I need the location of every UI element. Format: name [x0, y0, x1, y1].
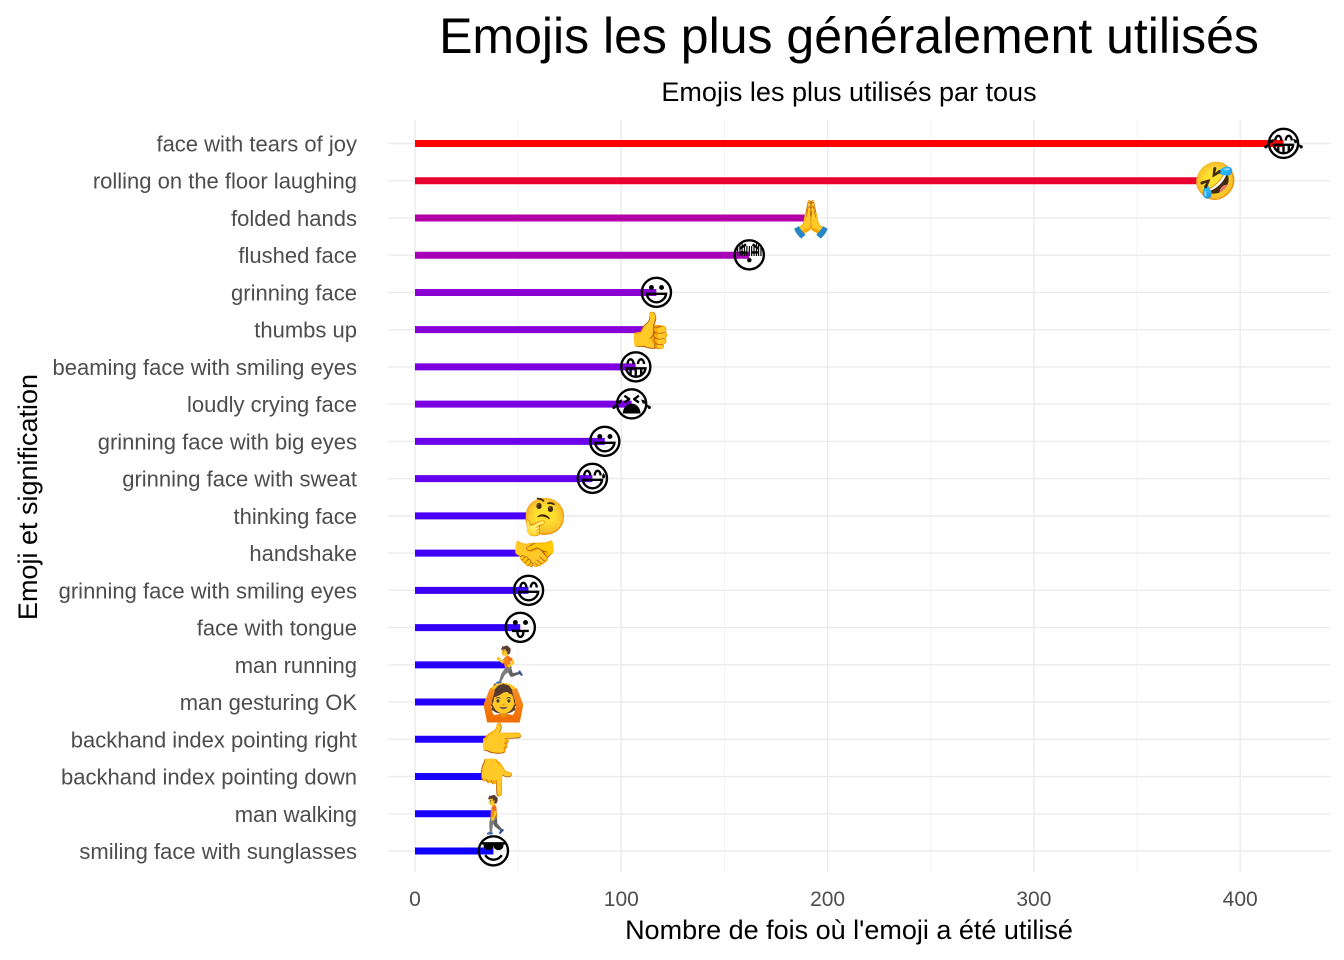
- emoji-marker-beaming-face-with-smiling-eyes: 😁: [617, 347, 655, 388]
- emoji-marker-man-gesturing-ok: 🙆: [481, 682, 526, 723]
- bars: [415, 140, 1284, 855]
- y-tick-label: beaming face with smiling eyes: [53, 355, 357, 380]
- emoji-marker-man-running: 🏃: [485, 645, 530, 686]
- chart-title: Emojis les plus généralement utilisés: [439, 8, 1259, 64]
- emoji-marker-grinning-face-with-big-eyes: 😃: [586, 421, 624, 462]
- emoji-marker-grinning-face-with-smiling-eyes: 😄: [510, 570, 548, 611]
- y-tick-label: backhand index pointing right: [71, 727, 357, 752]
- y-tick-label: man gesturing OK: [180, 690, 358, 715]
- x-tick-label: 200: [810, 888, 845, 911]
- x-tick-labels: 0 100 200 300 400: [409, 888, 1258, 911]
- emoji-marker-thumbs-up: 👍: [628, 310, 673, 351]
- emoji-marker-rolling-on-the-floor-laughing: 🤣: [1191, 161, 1238, 205]
- y-tick-label: grinning face with big eyes: [98, 429, 357, 454]
- emoji-marker-face-with-tongue: 😛: [501, 608, 539, 649]
- emoji-marker-face-with-tears-of-joy: 😂: [1262, 124, 1304, 165]
- y-tick-labels: face with tears of joy rolling on the flo…: [53, 132, 358, 865]
- emoji-marker-loudly-crying-face: 😭: [611, 384, 653, 425]
- y-tick-label: grinning face with smiling eyes: [59, 578, 357, 603]
- x-axis-title: Nombre de fois où l'emoji a été utilisé: [625, 915, 1073, 945]
- emoji-marker-grinning-face: 😃: [638, 272, 676, 313]
- y-tick-label: handshake: [249, 541, 357, 566]
- emoji-marker-grinning-face-with-sweat: 😅: [574, 459, 612, 500]
- chart-subtitle: Emojis les plus utilisés par tous: [661, 77, 1036, 107]
- y-tick-label: face with tongue: [197, 616, 357, 641]
- emoji-marker-flushed-face: 😳: [730, 235, 768, 276]
- emoji-marker-backhand-index-pointing-down: 👇: [473, 757, 518, 799]
- emoji-markers: 😂🤣🙏😳😃👍😁😭😃😅🤔🤝😄😛🏃🙆👉👇🚶😎: [473, 124, 1305, 873]
- y-tick-label: thinking face: [233, 504, 357, 529]
- emoji-marker-folded-hands: 🙏: [789, 198, 834, 239]
- emoji-marker-thinking-face: 🤔: [523, 496, 568, 537]
- y-tick-label: face with tears of joy: [156, 132, 357, 157]
- y-axis-title: Emoji et signification: [13, 374, 43, 620]
- y-tick-label: man walking: [235, 802, 357, 827]
- y-tick-label: smiling face with sunglasses: [79, 839, 357, 864]
- x-tick-label: 100: [604, 888, 639, 911]
- y-tick-label: folded hands: [231, 206, 357, 231]
- x-tick-label: 400: [1223, 888, 1258, 911]
- y-tick-label: man running: [235, 653, 357, 678]
- y-tick-label: backhand index pointing down: [61, 765, 357, 790]
- y-tick-label: thumbs up: [254, 318, 357, 343]
- x-tick-label: 0: [409, 888, 421, 911]
- x-tick-label: 300: [1016, 888, 1051, 911]
- y-tick-label: flushed face: [238, 243, 357, 268]
- y-tick-label: grinning face with sweat: [122, 467, 357, 492]
- emoji-marker-smiling-face-with-sunglasses: 😎: [475, 831, 513, 872]
- y-tick-label: loudly crying face: [187, 392, 357, 417]
- emoji-marker-backhand-index-pointing-right: 👉: [479, 719, 524, 760]
- emoji-marker-man-walking: 🚶: [473, 794, 518, 835]
- y-tick-label: rolling on the floor laughing: [93, 169, 357, 194]
- y-tick-label: grinning face: [231, 280, 357, 305]
- emoji-marker-handshake: 🤝: [512, 533, 557, 574]
